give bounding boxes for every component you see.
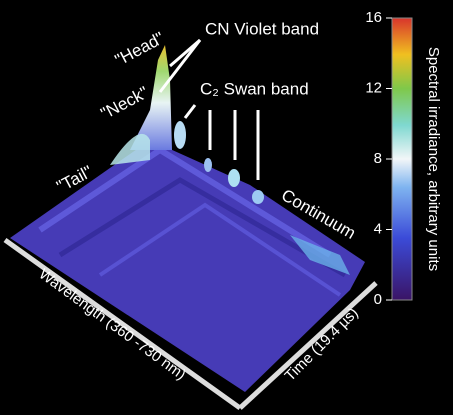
chart: "Head" "Neck" "Tail" CN Violet band C₂ S… [0,0,453,415]
colorbar-label: Spectral irradiance, arbitrary units [425,47,442,271]
colorbar-tick-label: 12 [365,79,382,96]
colorbar [392,18,412,300]
annotation: "Neck" [98,83,152,124]
annotation: C₂ Swan band [200,79,309,98]
colorbar-tick-label: 4 [374,220,382,237]
colorbar-tick-label: 8 [374,150,382,167]
colorbar-tick-label: 16 [365,9,382,26]
annotation: CN Violet band [205,19,319,38]
colorbar-tick-label: 0 [374,291,382,308]
